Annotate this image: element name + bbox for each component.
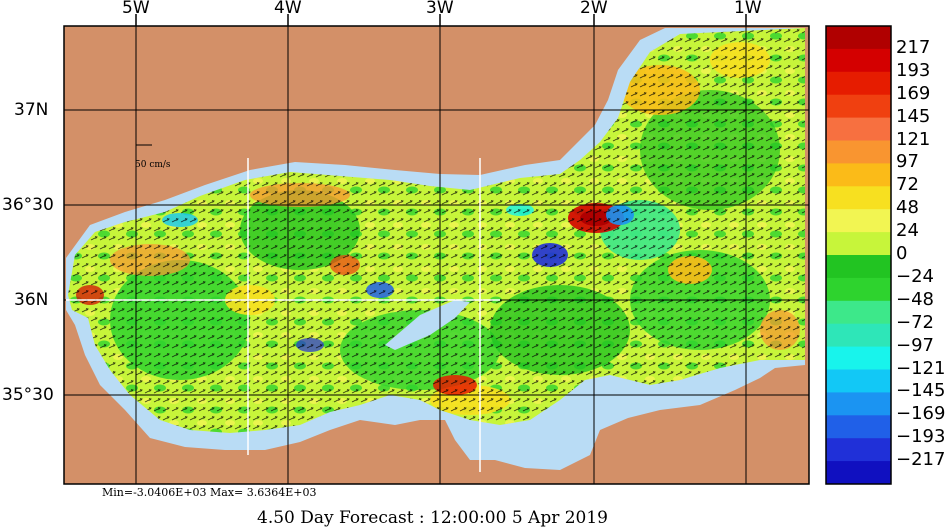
- colorbar-swatch: [826, 71, 891, 96]
- colorbar-label: 72: [896, 174, 919, 196]
- min-max-stats: Min=-3.0406E+03 Max= 3.6364E+03: [102, 486, 317, 499]
- colorbar-swatch: [826, 438, 891, 462]
- colorbar-swatch: [826, 300, 891, 325]
- lat-label-36-30: 36°30: [2, 195, 54, 215]
- colorbar-swatch: [826, 277, 891, 302]
- colorbar-swatch: [826, 461, 891, 485]
- colorbar-label: 169: [896, 82, 931, 104]
- colorbar-swatch: [826, 26, 891, 50]
- colorbar-swatch: [826, 255, 891, 279]
- colorbar-label: 193: [896, 59, 931, 81]
- colorbar-swatch: [826, 209, 891, 233]
- colorbar-label: 121: [896, 128, 931, 150]
- lon-label-1w: 1W: [734, 0, 762, 18]
- colorbar-label: 48: [896, 197, 919, 219]
- colorbar-label: 145: [896, 105, 931, 127]
- map-frame: [63, 25, 810, 485]
- colorbar-swatch: [826, 140, 891, 164]
- lat-label-37n: 37N: [14, 100, 49, 120]
- colorbar-swatch: [826, 232, 891, 256]
- colorbar-swatch: [826, 186, 891, 210]
- colorbar-label: −72: [896, 311, 934, 333]
- colorbar-label: −48: [896, 288, 934, 310]
- colorbar-label: −217: [896, 449, 946, 471]
- lat-label-36n: 36N: [14, 290, 49, 310]
- colorbar-label: −169: [896, 403, 946, 425]
- section-lines: [66, 158, 500, 472]
- colorbar-label: −193: [896, 426, 946, 448]
- colorbar-swatch: [826, 392, 891, 416]
- colorbar-swatch: [826, 48, 891, 73]
- colorbar-swatch: [826, 369, 891, 393]
- lon-label-2w: 2W: [580, 0, 608, 18]
- forecast-title: 4.50 Day Forecast : 12:00:00 5 Apr 2019: [257, 508, 608, 528]
- lon-label-5w: 5W: [122, 0, 150, 18]
- colorbar-label: −145: [896, 380, 946, 402]
- colorbar: [825, 25, 892, 485]
- scale-label: 50 cm/s: [135, 160, 171, 170]
- colorbar-swatch: [826, 323, 891, 348]
- island: [385, 300, 470, 350]
- colorbar-swatch: [826, 415, 891, 439]
- colorbar-label: −24: [896, 265, 934, 287]
- colorbar-label: 217: [896, 36, 931, 58]
- colorbar-label: −121: [896, 357, 946, 379]
- colorbar-swatch: [826, 163, 891, 187]
- colorbar-label: 97: [896, 151, 919, 173]
- colorbar-label: −97: [896, 334, 934, 356]
- lon-label-4w: 4W: [274, 0, 302, 18]
- lon-label-3w: 3W: [426, 0, 454, 18]
- colorbar-swatch: [826, 346, 891, 370]
- colorbar-swatch: [826, 94, 891, 119]
- colorbar-swatch: [826, 117, 891, 141]
- lat-label-35-30: 35°30: [2, 385, 54, 405]
- colorbar-label: 0: [896, 243, 908, 264]
- colorbar-label: 24: [896, 220, 919, 242]
